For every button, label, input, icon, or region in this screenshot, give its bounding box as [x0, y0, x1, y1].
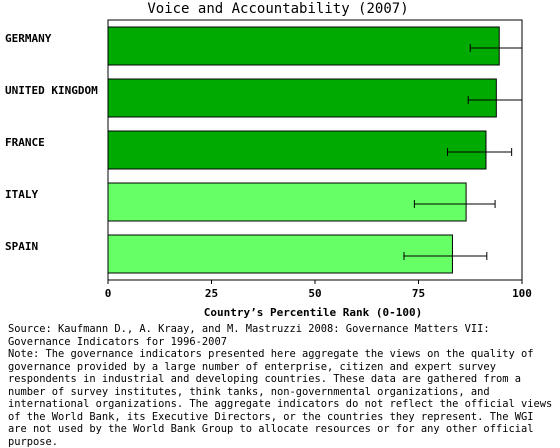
category-label: ITALY: [5, 188, 38, 201]
category-label: UNITED KINGDOM: [5, 84, 98, 97]
x-tick-label: 50: [308, 287, 321, 300]
chart: Voice and Accountability (2007) GERMANY U…: [5, 1, 532, 319]
category-label: FRANCE: [5, 136, 45, 149]
bar-spain: [107, 234, 453, 274]
bar-france: [107, 130, 487, 170]
note-text: Note: The governance indicators presente…: [8, 348, 553, 448]
bars-group: [107, 26, 500, 274]
category-label: SPAIN: [5, 240, 38, 253]
x-tick-label: 25: [205, 287, 218, 300]
x-tick-label: 75: [412, 287, 425, 300]
x-axis-ticks: 0 25 50 75 100: [105, 280, 532, 300]
category-label: GERMANY: [5, 32, 52, 45]
x-axis-title: Country’s Percentile Rank (0-100): [204, 306, 423, 319]
category-labels: GERMANY UNITED KINGDOM FRANCE ITALY SPAIN: [5, 32, 98, 253]
bar-italy: [107, 182, 467, 222]
notes-block: Source: Kaufmann D., A. Kraay, and M. Ma…: [8, 323, 556, 448]
bar-united-kingdom: [107, 78, 497, 118]
x-tick-label: 0: [105, 287, 112, 300]
source-text: Source: Kaufmann D., A. Kraay, and M. Ma…: [8, 323, 490, 348]
bar-germany: [107, 26, 500, 66]
chart-title: Voice and Accountability (2007): [147, 1, 408, 17]
x-tick-label: 100: [512, 287, 532, 300]
